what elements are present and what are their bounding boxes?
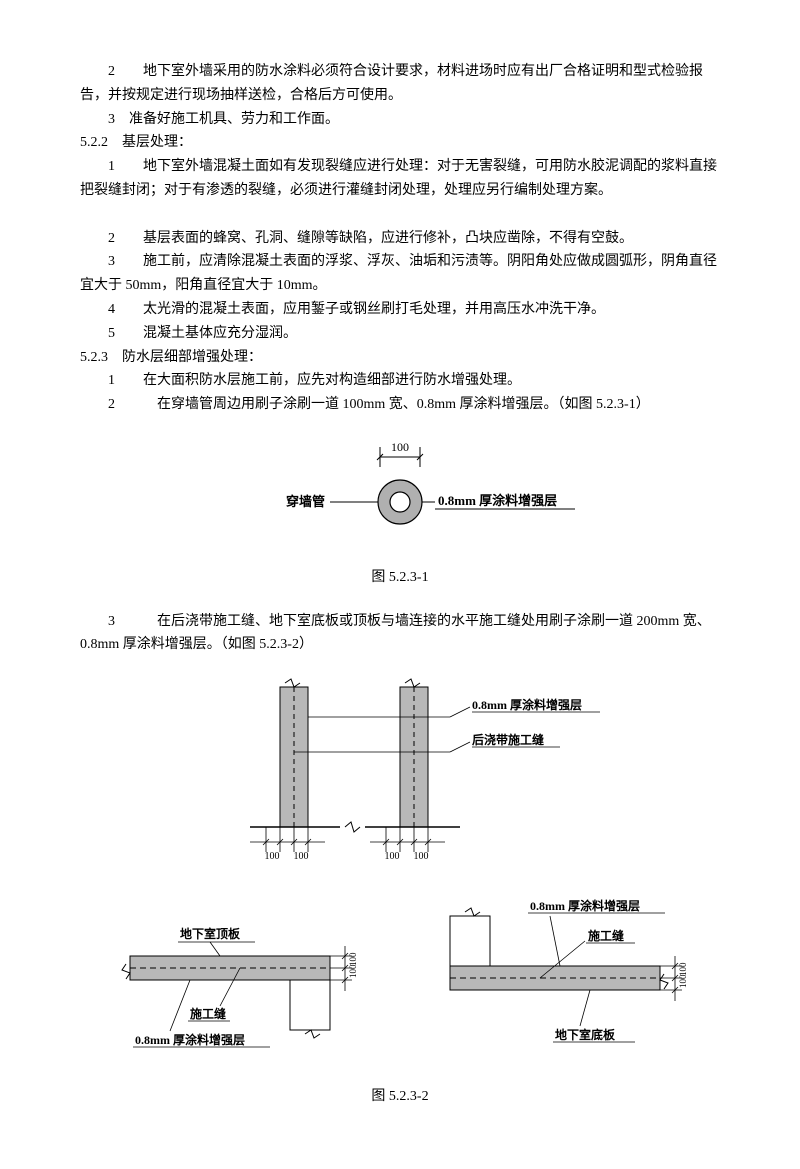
dim-label: 100 bbox=[391, 440, 409, 454]
paragraph: 2 基层表面的蜂窝、孔洞、缝隙等缺陷，应进行修补，凸块应凿除，不得有空鼓。 bbox=[80, 227, 720, 251]
joint-diagram-top: 0.8mm 厚涂料增强层 后浇带施工缝 100 100 100 100 bbox=[190, 677, 610, 867]
paragraph: 2 地下室外墙采用的防水涂料必须符合设计要求，材料进场时应有出厂合格证明和型式检… bbox=[80, 60, 720, 108]
label-layer: 0.8mm 厚涂料增强层 bbox=[472, 697, 582, 712]
figure-caption: 图 5.2.3-1 bbox=[80, 566, 720, 590]
label-top-slab: 地下室顶板 bbox=[180, 926, 241, 941]
section-heading: 5.2.3 防水层细部增强处理： bbox=[80, 346, 720, 370]
dim: 100 bbox=[414, 851, 429, 862]
label-right: 0.8mm 厚涂料增强层 bbox=[438, 493, 557, 508]
paragraph: 3 准备好施工机具、劳力和工作面。 bbox=[80, 108, 720, 132]
paragraph: 5 混凝土基体应充分湿润。 bbox=[80, 322, 720, 346]
section-heading: 5.2.2 基层处理： bbox=[80, 131, 720, 155]
figure-1: 100 穿墙管 0.8mm 厚涂料增强层 bbox=[80, 437, 720, 556]
paragraph: 1 地下室外墙混凝土面如有发现裂缝应进行处理：对于无害裂缝，可用防水胶泥调配的浆… bbox=[80, 155, 720, 203]
label-joint: 施工缝 bbox=[190, 1006, 226, 1021]
paragraph: 4 太光滑的混凝土表面，应用錾子或钢丝刷打毛处理，并用高压水冲洗干净。 bbox=[80, 298, 720, 322]
paragraph: 3 施工前，应清除混凝土表面的浮浆、浮灰、油垢和污渍等。阴阳角处应做成圆弧形，阴… bbox=[80, 250, 720, 298]
label-layer: 0.8mm 厚涂料增强层 bbox=[530, 898, 640, 913]
dim: 100 bbox=[348, 964, 358, 978]
label-layer: 0.8mm 厚涂料增强层 bbox=[135, 1032, 245, 1047]
label-joint: 后浇带施工缝 bbox=[472, 732, 544, 747]
pipe-diagram: 100 穿墙管 0.8mm 厚涂料增强层 bbox=[220, 437, 580, 547]
label-bottom-slab: 地下室底板 bbox=[555, 1027, 616, 1042]
dim: 100 bbox=[294, 851, 309, 862]
dim: 100 bbox=[385, 851, 400, 862]
dim: 100 bbox=[348, 952, 358, 966]
label-left: 穿墙管 bbox=[286, 494, 325, 509]
dim: 100 bbox=[678, 974, 688, 988]
paragraph: 3 在后浇带施工缝、地下室底板或顶板与墙连接的水平施工缝处用刷子涂刷一道 200… bbox=[80, 610, 720, 658]
figure-2-top: 0.8mm 厚涂料增强层 后浇带施工缝 100 100 100 100 bbox=[80, 677, 720, 876]
dim: 100 bbox=[678, 962, 688, 976]
paragraph: 1 在大面积防水层施工前，应先对构造细部进行防水增强处理。 bbox=[80, 369, 720, 393]
paragraph: 2 在穿墙管周边用刷子涂刷一道 100mm 宽、0.8mm 厚涂料增强层。（如图… bbox=[80, 393, 720, 417]
figure-2-bottom: 地下室顶板 施工缝 0.8mm 厚涂料增强层 100 100 bbox=[80, 896, 720, 1075]
figure-caption: 图 5.2.3-2 bbox=[80, 1085, 720, 1109]
joint-diagram-bottom: 地下室顶板 施工缝 0.8mm 厚涂料增强层 100 100 bbox=[90, 896, 710, 1066]
label-joint: 施工缝 bbox=[588, 928, 624, 943]
dim: 100 bbox=[265, 851, 280, 862]
